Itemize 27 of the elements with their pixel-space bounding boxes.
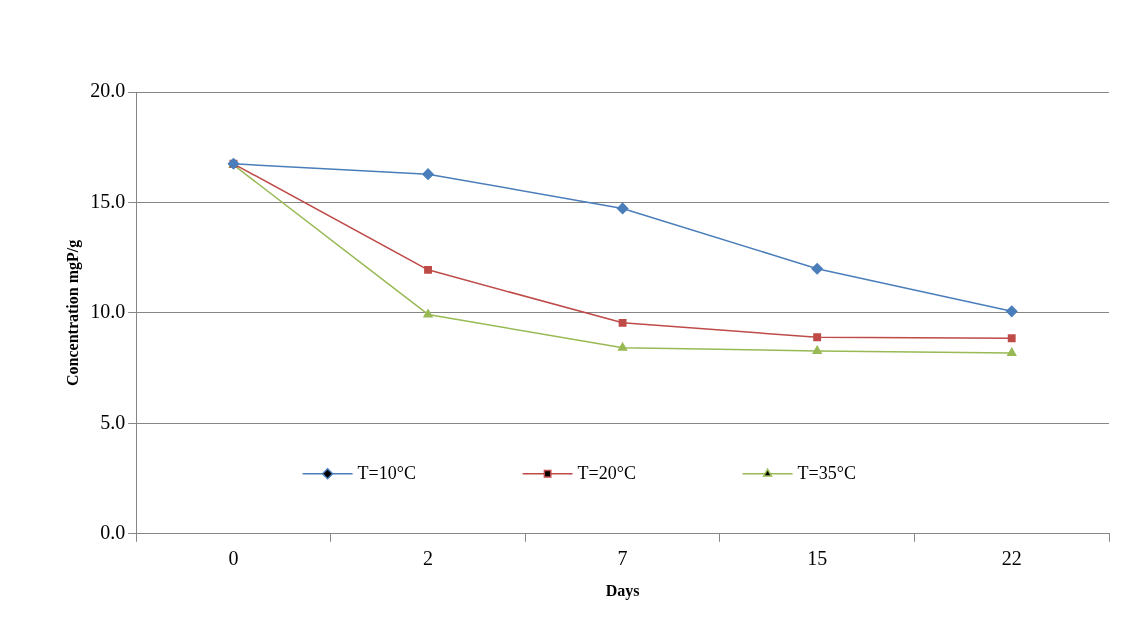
y-tick-label: 15.0 bbox=[90, 189, 126, 212]
x-tick-label: 22 bbox=[1001, 547, 1022, 570]
x-tick-label: 2 bbox=[423, 547, 434, 570]
y-tick-label: 20.0 bbox=[90, 79, 126, 102]
y-axis-title: Concentration mgP/g bbox=[63, 239, 82, 386]
point bbox=[813, 333, 822, 342]
point bbox=[1007, 347, 1017, 356]
point bbox=[616, 202, 629, 215]
x-tick-label: 0 bbox=[228, 547, 239, 570]
y-tick-label: 0.0 bbox=[100, 521, 126, 544]
legend-label: T=20°C bbox=[577, 462, 636, 483]
point bbox=[618, 318, 627, 327]
x-tick-label: 15 bbox=[807, 547, 828, 570]
point bbox=[617, 342, 628, 351]
point bbox=[424, 265, 432, 274]
point bbox=[422, 168, 434, 180]
point bbox=[1005, 305, 1018, 318]
point bbox=[811, 262, 823, 275]
point bbox=[1007, 334, 1016, 343]
legend-label: T=10°C bbox=[357, 462, 416, 483]
legend-label: T=35°C bbox=[797, 462, 856, 483]
x-tick-label: 7 bbox=[617, 547, 628, 570]
y-tick-label: 5.0 bbox=[100, 410, 126, 433]
y-tick-label: 10.0 bbox=[90, 300, 126, 323]
x-axis-title: Days bbox=[605, 581, 640, 600]
point bbox=[812, 345, 822, 354]
point bbox=[423, 309, 433, 318]
